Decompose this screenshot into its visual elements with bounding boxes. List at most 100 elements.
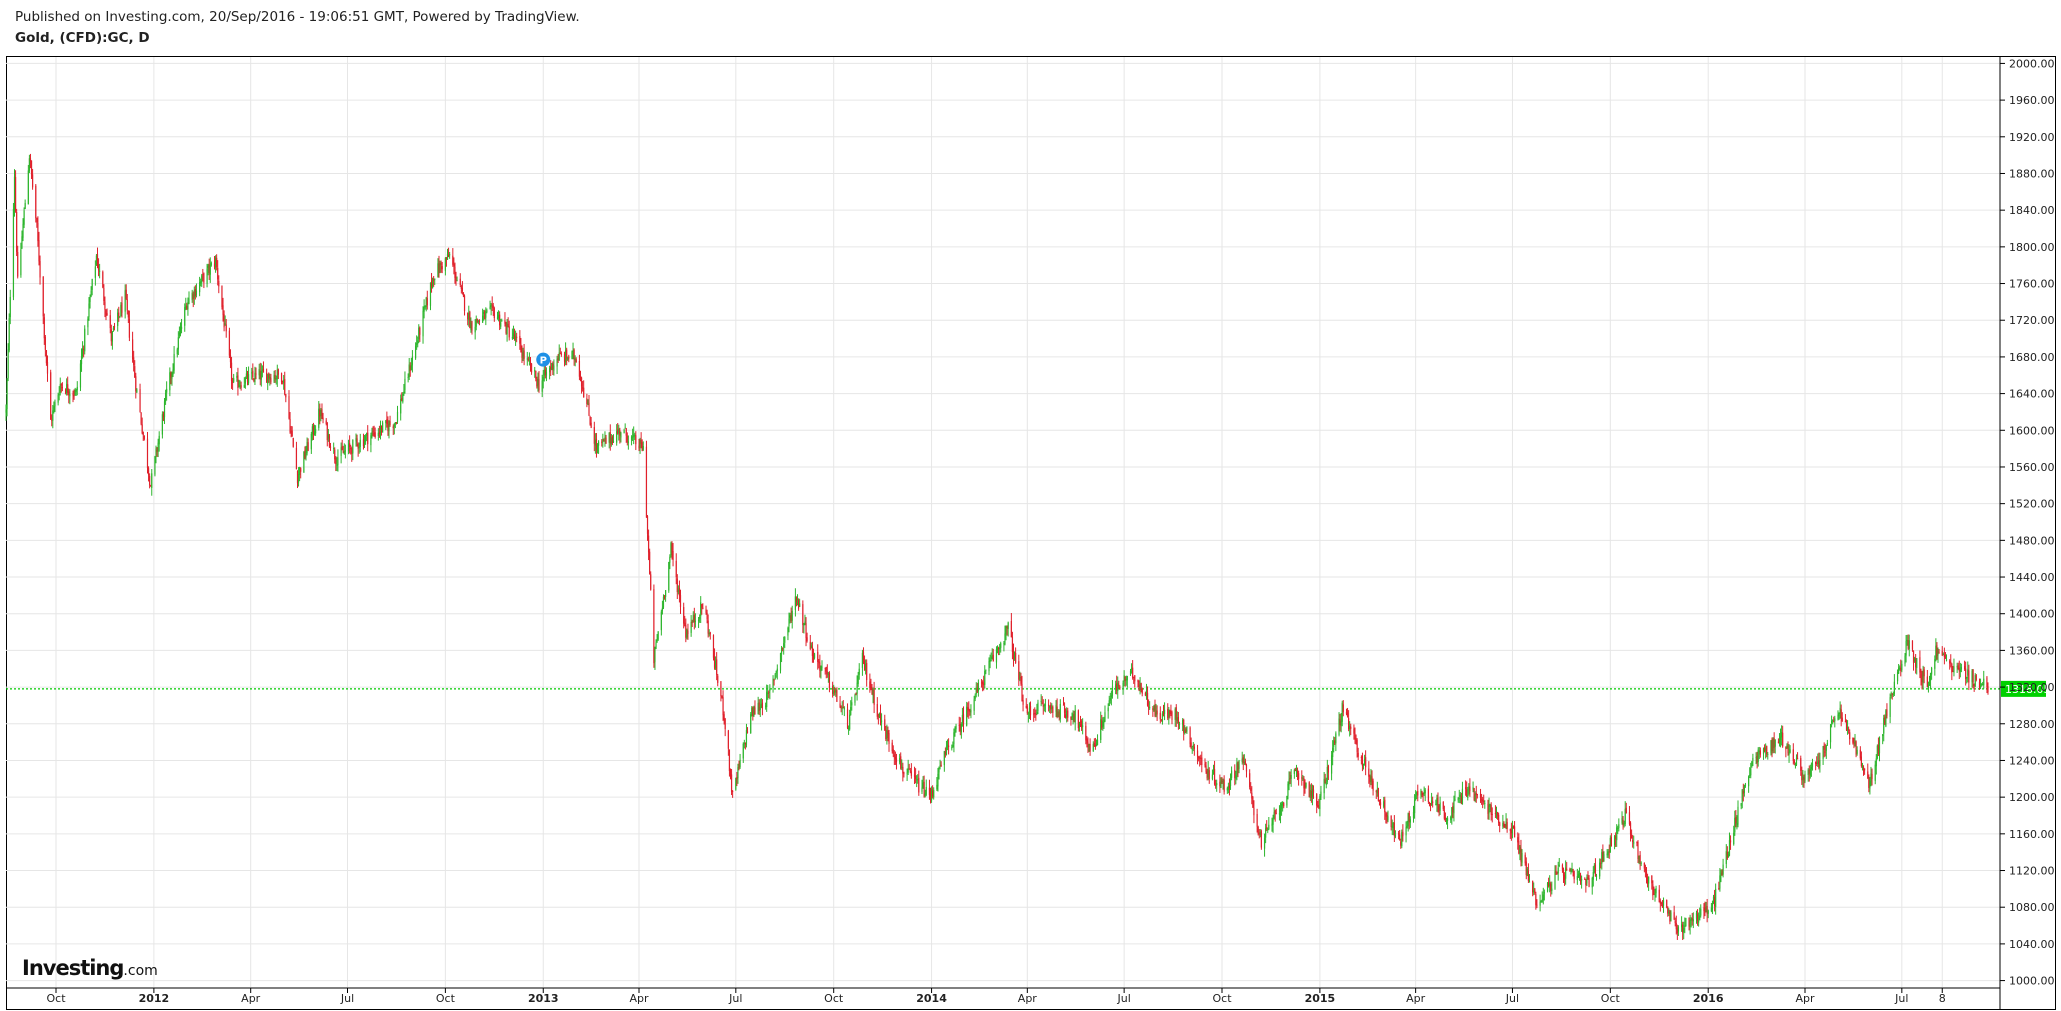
candle-body: [179, 327, 182, 335]
candle-body: [13, 176, 16, 210]
chart-header: Published on Investing.com, 20/Sep/2016 …: [15, 8, 580, 46]
candle-body: [1826, 743, 1828, 745]
candle-body: [322, 417, 324, 420]
candle-body: [237, 375, 239, 389]
candle-body: [504, 320, 506, 324]
candle-body: [727, 730, 729, 749]
candle-body: [1563, 875, 1566, 880]
candle-body: [1192, 744, 1194, 748]
candle-body: [434, 278, 436, 280]
candle-body: [88, 303, 90, 317]
candle-body: [724, 718, 726, 730]
candle-body: [59, 384, 61, 393]
candle-body: [702, 607, 704, 610]
candle-body: [1205, 765, 1207, 772]
candle-body: [1838, 714, 1840, 716]
candle-body: [1200, 757, 1202, 759]
y-tick-label: 1160.00: [2009, 828, 2055, 841]
y-tick-label: 2000.00: [2009, 57, 2055, 70]
candle-body: [513, 334, 516, 339]
candle-body: [1257, 826, 1259, 835]
candle-body: [1698, 920, 1700, 923]
candle-body: [1472, 787, 1474, 790]
x-tick-label: Jul: [340, 992, 354, 1005]
candle-body: [1889, 697, 1891, 717]
candle-body: [1528, 881, 1531, 883]
candle-body: [432, 278, 434, 289]
candle-body: [371, 432, 373, 436]
candle-body: [1645, 871, 1648, 876]
candle-body: [1398, 833, 1400, 835]
candle-body: [1639, 854, 1641, 863]
candle-body: [791, 611, 793, 621]
candle-body: [895, 758, 898, 763]
candle-body: [1495, 811, 1498, 815]
candle-body: [120, 304, 122, 317]
candle-body: [1934, 659, 1936, 669]
candle-body: [269, 376, 271, 380]
candle-body: [351, 448, 353, 454]
candle-body: [645, 446, 648, 518]
candle-body: [582, 387, 584, 389]
candle-body: [1675, 922, 1677, 930]
candle-body: [1971, 670, 1973, 683]
candle-body: [1517, 837, 1519, 843]
candle-body: [943, 751, 945, 766]
candle-body: [705, 609, 707, 613]
candle-body: [74, 390, 76, 395]
candle-body: [454, 266, 456, 278]
x-axis-ticks: Oct 2012 Apr Jul Oct 2013 Apr Jul Oct 2014 Apr Jul O…: [46, 988, 1946, 1005]
candle-body: [1222, 781, 1224, 783]
candle-body: [1550, 883, 1552, 891]
candle-body: [675, 560, 677, 578]
candle-body: [1353, 728, 1355, 734]
candle-body: [501, 320, 503, 322]
candle-body: [1595, 875, 1598, 877]
candle-body: [471, 321, 473, 331]
candle-body: [699, 617, 701, 619]
candle-body: [1751, 761, 1753, 767]
candle-body: [735, 777, 737, 790]
candle-body: [30, 160, 33, 175]
y-axis-ticks: 1000.00 1040.00 1080.00 1120.00 1160.00 1200.…: [2000, 57, 2055, 988]
candle-body: [157, 442, 159, 452]
candle-body: [1944, 657, 1947, 659]
candle-body: [295, 447, 298, 470]
candle-body: [661, 607, 664, 611]
candle-body: [796, 599, 799, 601]
candle-body: [1296, 769, 1299, 774]
candle-body: [1949, 660, 1951, 664]
candle-body: [1162, 712, 1165, 715]
candle-body: [238, 385, 240, 387]
candle-body: [630, 436, 633, 440]
candle-body: [1480, 799, 1483, 801]
candle-body: [1109, 698, 1111, 701]
candle-body: [385, 420, 387, 424]
candle-body: [1466, 789, 1468, 797]
candle-body: [1273, 812, 1275, 819]
candle-body: [1795, 758, 1798, 766]
candle-body: [820, 666, 822, 672]
candle-body: [721, 695, 723, 698]
candle-body: [1660, 903, 1662, 905]
candle-body: [470, 322, 472, 330]
candle-body: [1542, 894, 1544, 901]
candle-body: [977, 682, 979, 692]
candle-body: [962, 714, 965, 725]
candle-body: [1823, 745, 1825, 750]
candle-body: [1467, 794, 1469, 798]
candle-body: [1040, 700, 1042, 703]
candle-body: [1020, 677, 1022, 684]
candle-body: [1346, 712, 1349, 718]
candle-body: [744, 742, 746, 745]
candle-body: [1260, 831, 1262, 848]
candle-body: [982, 681, 984, 685]
candle-body: [260, 370, 262, 380]
candle-body: [171, 372, 173, 379]
candle-body: [475, 318, 477, 327]
candle-body: [1042, 704, 1044, 707]
candle-body: [549, 368, 551, 373]
candle-body: [1911, 640, 1914, 650]
candle-body: [61, 387, 63, 389]
